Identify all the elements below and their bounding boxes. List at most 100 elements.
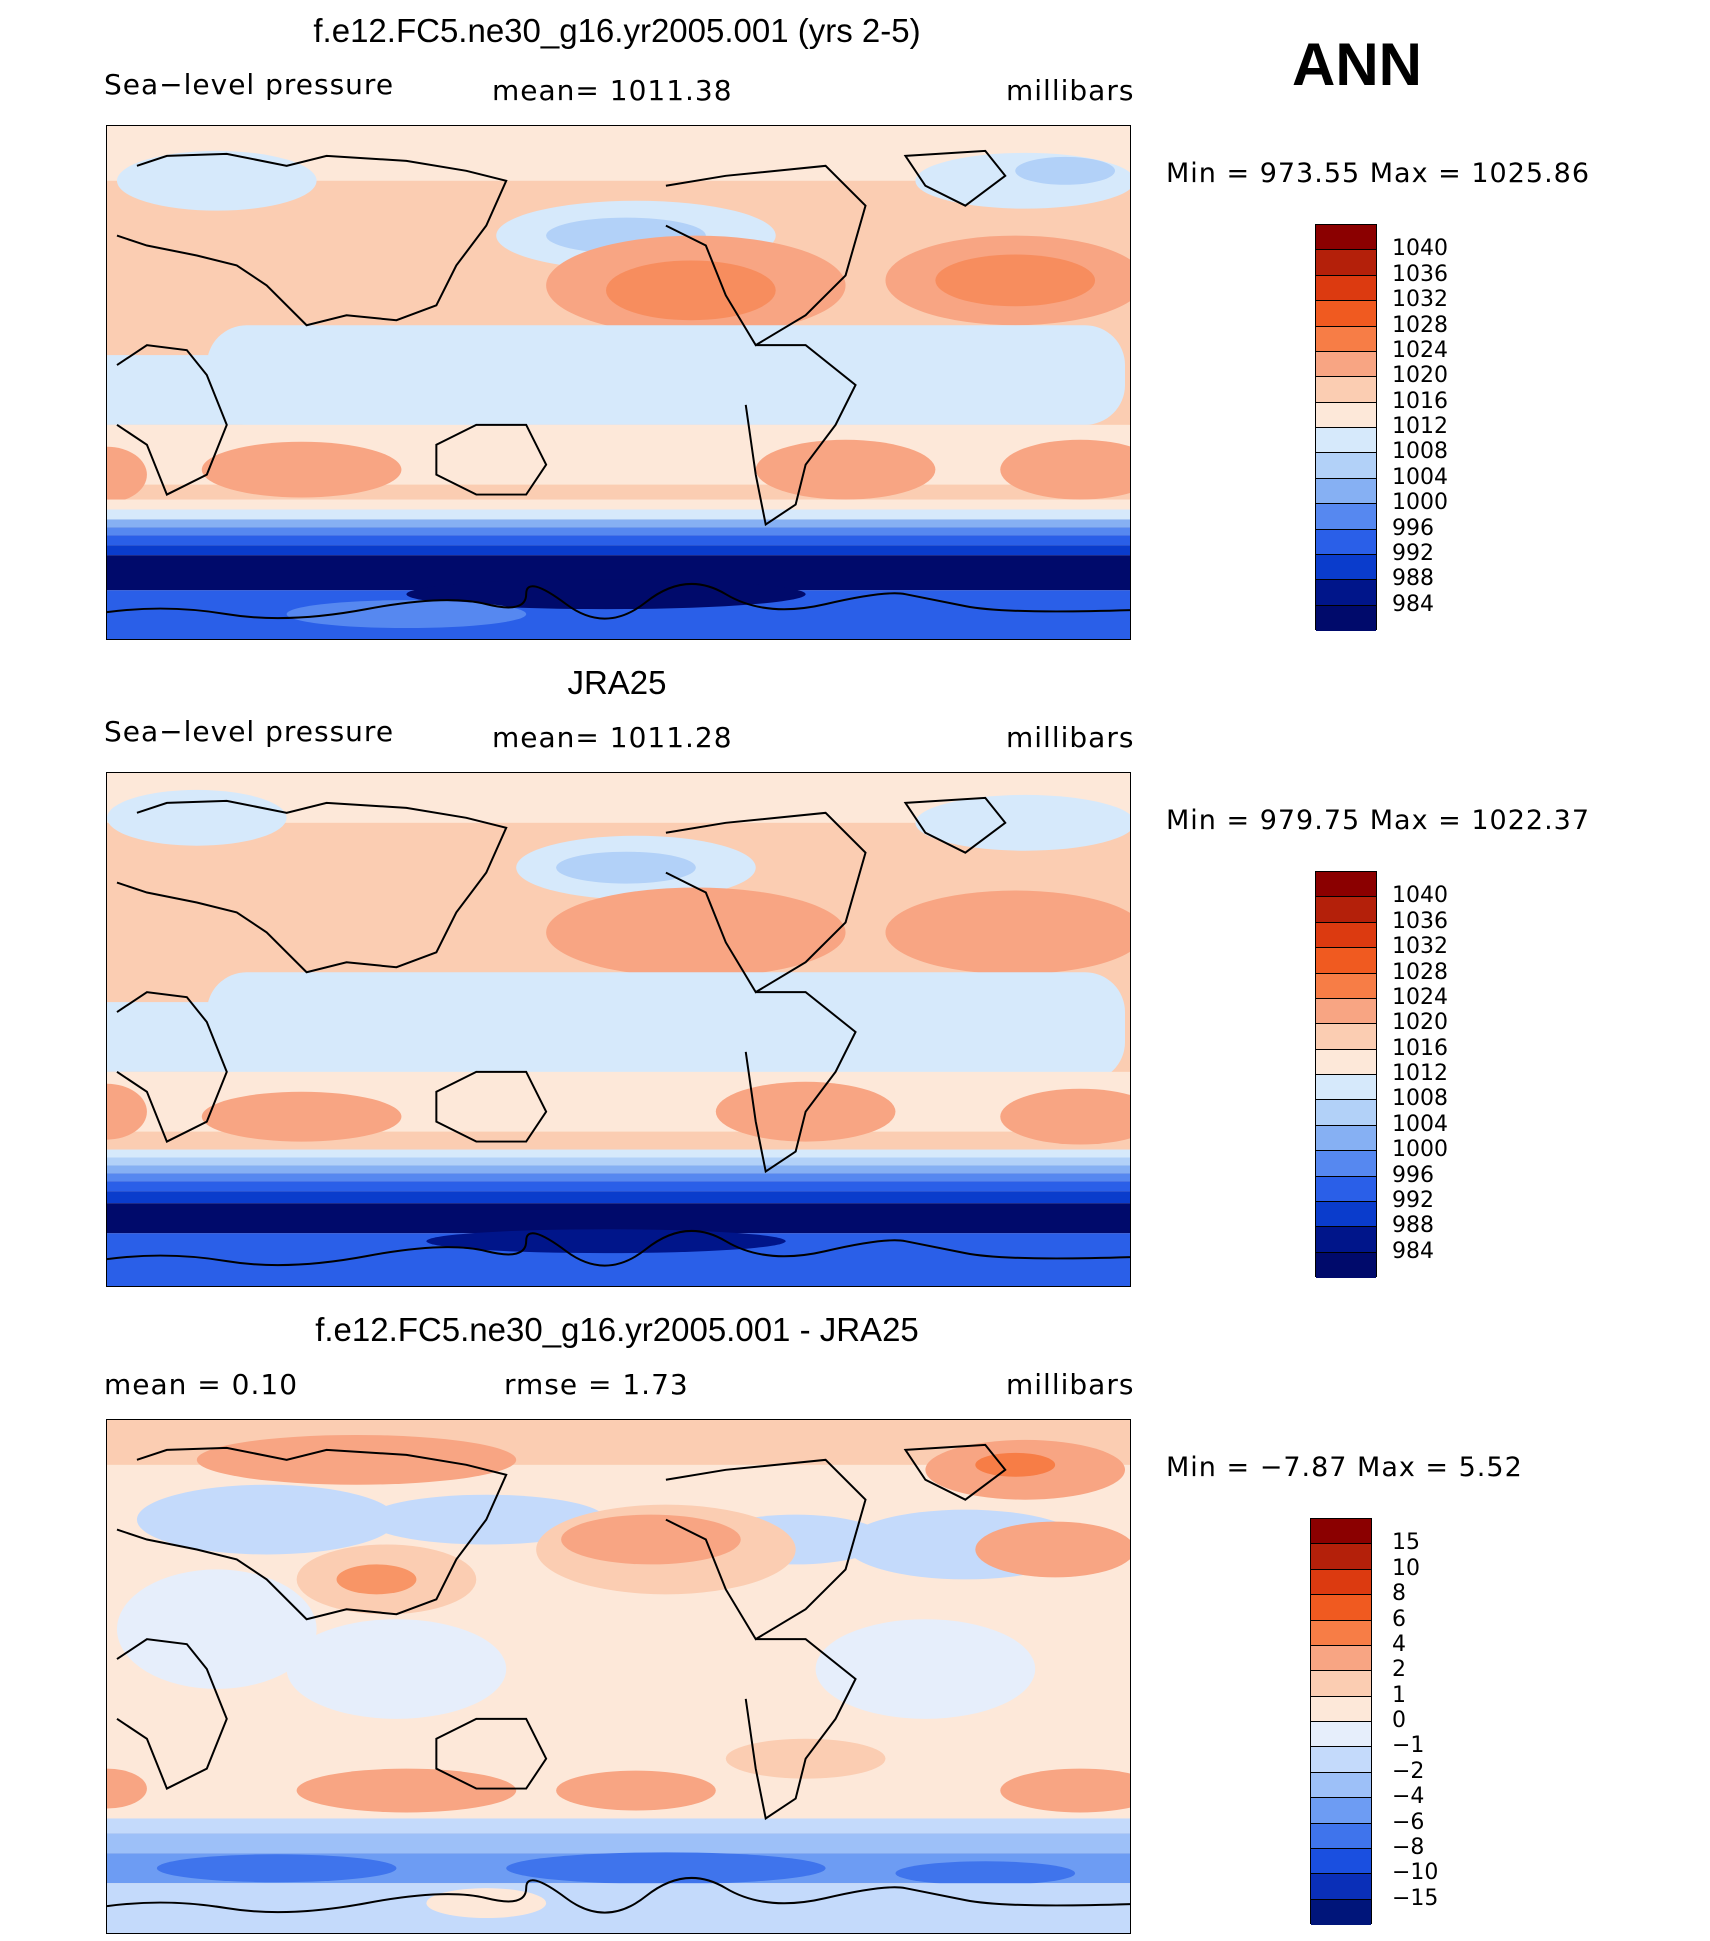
colorbar-swatch: [1316, 377, 1376, 403]
colorbar-swatch: [1316, 1151, 1376, 1177]
colorbar-swatch: [1316, 402, 1376, 428]
colorbar-level-label: 1012: [1392, 414, 1448, 439]
colorbar-swatch: [1316, 922, 1376, 949]
colorbar-level-label: −2: [1392, 1758, 1425, 1784]
colorbar-swatch: [1316, 351, 1376, 378]
colorbar-level-label: 1008: [1392, 1086, 1448, 1112]
colorbar-swatch: [1316, 326, 1376, 352]
panel-3-colorbar: [1310, 1518, 1372, 1925]
panel-3-map: [106, 1419, 1131, 1934]
colorbar-level-label: 1004: [1392, 464, 1448, 490]
colorbar-swatch: [1316, 301, 1376, 327]
colorbar-swatch: [1316, 973, 1376, 999]
panel-3-mean: mean = 0.10: [104, 1368, 299, 1401]
colorbar-level-label: 992: [1392, 540, 1434, 566]
colorbar-swatch: [1316, 872, 1376, 898]
colorbar-swatch: [1316, 1176, 1376, 1202]
colorbar-level-label: 1: [1392, 1682, 1406, 1708]
colorbar-swatch: [1316, 275, 1376, 302]
colorbar-swatch: [1316, 1252, 1376, 1278]
panel-1-units: millibars: [1006, 74, 1135, 107]
colorbar-level-label: −1: [1392, 1733, 1425, 1759]
colorbar-level-label: 0: [1392, 1708, 1406, 1733]
colorbar-swatch: [1311, 1696, 1371, 1722]
colorbar-swatch: [1316, 250, 1376, 276]
panel-1-field: [107, 126, 1130, 639]
panel-2-field: [107, 773, 1130, 1286]
panel-2-minmax: Min = 979.75 Max = 1022.37: [1166, 805, 1591, 836]
panel-3-minmax: Min = −7.87 Max = 5.52: [1166, 1452, 1523, 1483]
colorbar-level-label: 8: [1392, 1581, 1406, 1607]
panel-2-variable-label: Sea−level pressure: [104, 715, 395, 748]
colorbar-swatch: [1316, 605, 1376, 631]
colorbar-swatch: [1316, 1201, 1376, 1228]
colorbar-level-label: −8: [1392, 1834, 1425, 1860]
colorbar-swatch: [1316, 580, 1376, 606]
colorbar-level-label: 4: [1392, 1631, 1406, 1657]
colorbar-level-label: 1024: [1392, 984, 1448, 1010]
colorbar-swatch: [1311, 1848, 1371, 1875]
colorbar-level-label: 988: [1392, 1213, 1434, 1239]
colorbar-swatch: [1316, 529, 1376, 555]
colorbar-swatch: [1316, 948, 1376, 974]
panel-3-rmse: rmse = 1.73: [504, 1368, 689, 1401]
colorbar-level-label: 1028: [1392, 959, 1448, 985]
colorbar-level-label: 15: [1392, 1530, 1420, 1556]
colorbar-swatch: [1316, 225, 1376, 251]
colorbar-swatch: [1311, 1747, 1371, 1773]
colorbar-level-label: 1040: [1392, 236, 1448, 262]
colorbar-swatch: [1316, 1227, 1376, 1253]
panel-1-colorbar: [1315, 224, 1377, 631]
colorbar-level-label: 1008: [1392, 439, 1448, 465]
colorbar-level-label: 1020: [1392, 363, 1448, 389]
panel-2-mean: mean= 1011.28: [492, 721, 733, 754]
panel-3-title: f.e12.FC5.ne30_g16.yr2005.001 - JRA25: [315, 1311, 919, 1348]
colorbar-level-label: 1000: [1392, 490, 1448, 516]
panel-2-units: millibars: [1006, 721, 1135, 754]
colorbar-swatch: [1316, 1049, 1376, 1075]
colorbar-level-label: 996: [1392, 515, 1434, 541]
colorbar-level-label: 1040: [1392, 883, 1448, 909]
colorbar-level-label: 1000: [1392, 1137, 1448, 1163]
colorbar-swatch: [1311, 1620, 1371, 1646]
colorbar-level-label: −4: [1392, 1784, 1425, 1810]
colorbar-level-label: 6: [1392, 1606, 1406, 1632]
colorbar-swatch: [1311, 1874, 1371, 1900]
colorbar-swatch: [1316, 1024, 1376, 1050]
panel-1-mean: mean= 1011.38: [492, 74, 733, 107]
panel-1-variable-label: Sea−level pressure: [104, 68, 395, 101]
colorbar-swatch: [1311, 1772, 1371, 1799]
colorbar-swatch: [1311, 1823, 1371, 1849]
colorbar-level-label: 1016: [1392, 388, 1448, 414]
colorbar-level-label: 1024: [1392, 337, 1448, 363]
panel-1-minmax: Min = 973.55 Max = 1025.86: [1166, 158, 1591, 189]
colorbar-swatch: [1316, 428, 1376, 454]
colorbar-level-label: 1016: [1392, 1035, 1448, 1061]
colorbar-level-label: 1032: [1392, 934, 1448, 960]
panel-2-title: JRA25: [567, 664, 667, 701]
colorbar-swatch: [1316, 1125, 1376, 1152]
colorbar-swatch: [1311, 1722, 1371, 1748]
colorbar-level-label: −6: [1392, 1809, 1425, 1835]
panel-3-units: millibars: [1006, 1368, 1135, 1401]
panel-1-title: f.e12.FC5.ne30_g16.yr2005.001 (yrs 2-5): [313, 12, 921, 49]
colorbar-level-label: 996: [1392, 1162, 1434, 1188]
panel-2-colorbar: [1315, 871, 1377, 1278]
panel-3-field: [107, 1420, 1130, 1933]
colorbar-swatch: [1311, 1569, 1371, 1596]
colorbar-level-label: 984: [1392, 1238, 1434, 1264]
colorbar-swatch: [1316, 554, 1376, 581]
colorbar-level-label: 10: [1392, 1555, 1420, 1581]
colorbar-swatch: [1311, 1671, 1371, 1697]
panel-1-map: [106, 125, 1131, 640]
colorbar-level-label: 992: [1392, 1187, 1434, 1213]
colorbar-level-label: −10: [1392, 1860, 1439, 1886]
colorbar-level-label: 1012: [1392, 1061, 1448, 1086]
colorbar-swatch: [1311, 1544, 1371, 1570]
colorbar-swatch: [1316, 478, 1376, 505]
colorbar-level-label: 1028: [1392, 312, 1448, 338]
colorbar-level-label: 1036: [1392, 908, 1448, 934]
colorbar-swatch: [1311, 1798, 1371, 1824]
colorbar-swatch: [1316, 897, 1376, 923]
colorbar-level-label: 1032: [1392, 287, 1448, 313]
